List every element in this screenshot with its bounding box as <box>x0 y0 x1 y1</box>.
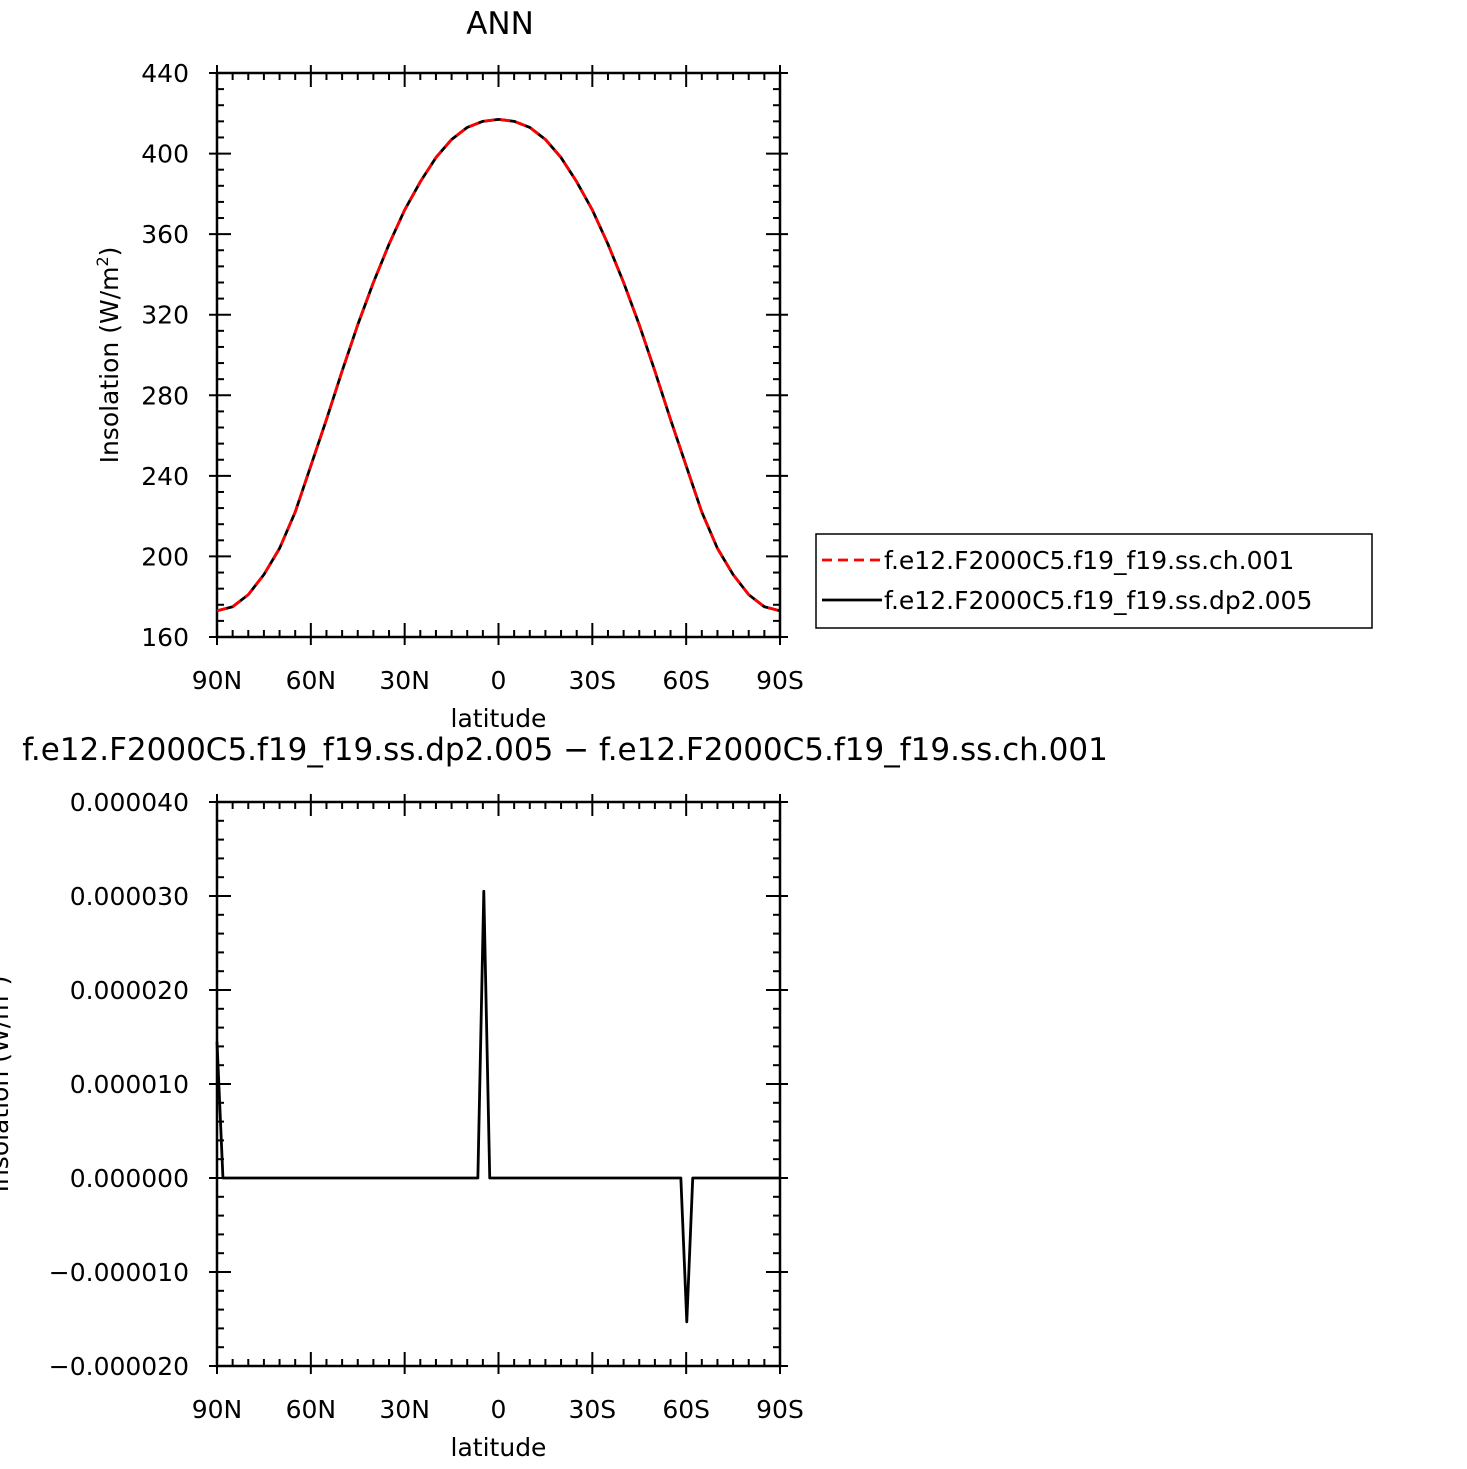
y-tick-label: 440 <box>141 59 189 88</box>
y-axis-label-text: Insolation (W/m <box>0 996 14 1193</box>
y-tick-label: 280 <box>141 381 189 410</box>
x-tick-label: 60N <box>286 1395 337 1424</box>
y-axis-label-end: ) <box>95 247 124 257</box>
y-axis-label-superscript: 2 <box>93 256 112 266</box>
x-tick-label: 90N <box>192 666 243 695</box>
x-tick-label: 90N <box>192 1395 243 1424</box>
y-tick-label: 320 <box>141 301 189 330</box>
legend-box <box>815 533 1373 629</box>
x-tick-label: 30S <box>568 1395 616 1424</box>
x-tick-label: 60S <box>662 1395 710 1424</box>
difference-plot: 90N 60N 30N 0 30S 60S 90S −0.000020 −0.000010 0.0… <box>0 732 1108 1462</box>
y-tick-label: 0.000000 <box>70 1164 189 1193</box>
x-tick-label: 30N <box>379 1395 430 1424</box>
x-tick-label: 90S <box>756 1395 804 1424</box>
series-line <box>216 117 781 613</box>
y-tick-label: 160 <box>141 623 189 652</box>
y-tick-label: −0.000010 <box>49 1258 189 1287</box>
y-tick-label: 0.000010 <box>70 1070 189 1099</box>
legend-label: f.e12.F2000C5.f19_f19.ss.dp2.005 <box>884 586 1312 615</box>
legend-label: f.e12.F2000C5.f19_f19.ss.ch.001 <box>884 546 1294 575</box>
y-axis-label: Insolation (W/m2) <box>93 247 124 464</box>
x-axis-label: latitude <box>451 1433 547 1462</box>
x-tick-label: 30S <box>568 666 616 695</box>
y-tick-label: 240 <box>141 462 189 491</box>
y-tick-label: 0.000040 <box>70 788 189 817</box>
x-tick-label: 0 <box>491 1395 507 1424</box>
x-tick-label: 0 <box>491 666 507 695</box>
y-axis-label: Insolation (W/m2) <box>0 976 14 1193</box>
series-line <box>216 117 781 613</box>
legend: f.e12.F2000C5.f19_f19.ss.ch.001 f.e12.F20… <box>815 533 1373 629</box>
insolation-plot: 90N 60N 30N 0 30S 60S 90S 160 200 240 280 320 360 400… <box>93 6 804 733</box>
y-tick-label: 0.000020 <box>70 976 189 1005</box>
y-axis-label-end: ) <box>0 976 14 986</box>
y-tick-label: −0.000020 <box>49 1352 189 1381</box>
x-tick-label: 30N <box>379 666 430 695</box>
plot-frame <box>215 71 782 639</box>
y-tick-label: 0.000030 <box>70 882 189 911</box>
chart-title: ANN <box>466 6 534 42</box>
y-tick-label: 400 <box>141 140 189 169</box>
series-line <box>215 889 780 1324</box>
x-axis-label: latitude <box>451 704 547 733</box>
x-tick-label: 60N <box>286 666 337 695</box>
plot-frame <box>215 800 782 1368</box>
chart-title: f.e12.F2000C5.f19_f19.ss.dp2.005 − f.e12… <box>22 732 1108 768</box>
y-axis-label-text: Insolation (W/m <box>95 267 124 464</box>
x-tick-label: 90S <box>756 666 804 695</box>
y-axis-label-superscript: 2 <box>0 985 2 995</box>
x-tick-label: 60S <box>662 666 710 695</box>
y-tick-label: 360 <box>141 220 189 249</box>
y-tick-label: 200 <box>141 542 189 571</box>
